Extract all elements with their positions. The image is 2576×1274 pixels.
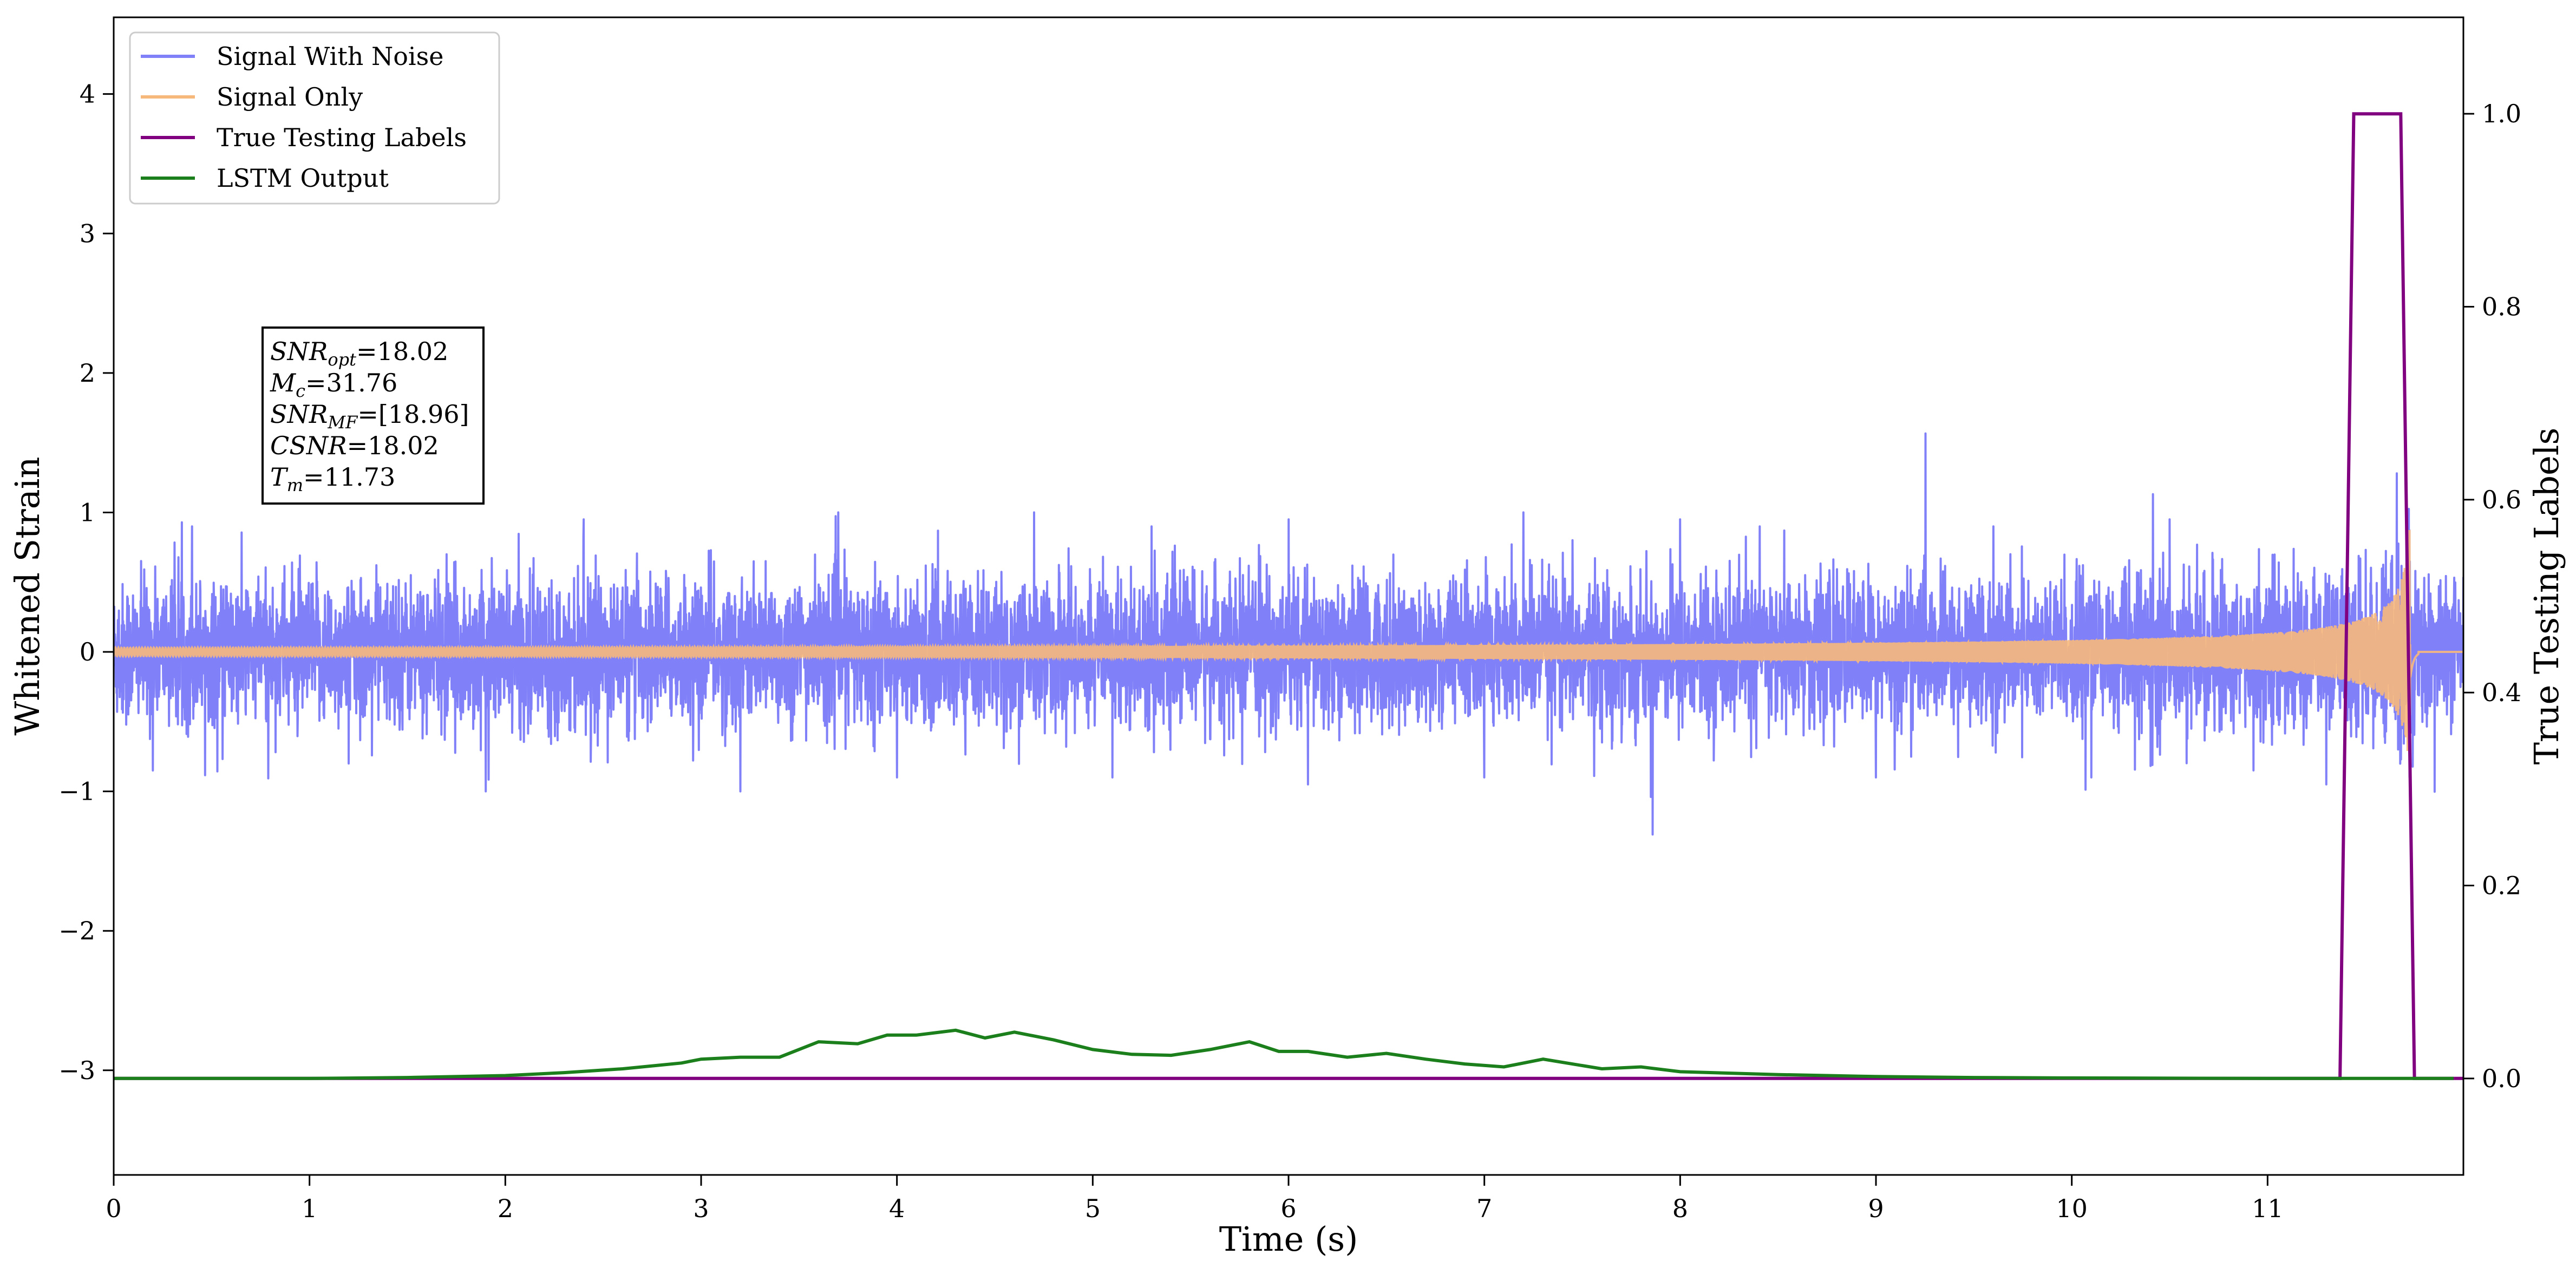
x-tick-label: 5 bbox=[1085, 1194, 1101, 1223]
annotation-line: CSNR=18.02 bbox=[270, 431, 439, 460]
x-axis: 0 1 2 3 4 5 6 7 8 9 10 11 bbox=[106, 1175, 2284, 1223]
annotation-line: Tm=11.73 bbox=[270, 462, 395, 495]
x-tick-label: 7 bbox=[1476, 1194, 1492, 1223]
x-tick-label: 2 bbox=[498, 1194, 513, 1223]
series-signal-only bbox=[114, 530, 2463, 751]
x-tick-label: 11 bbox=[2252, 1194, 2284, 1223]
y-tick-label: −3 bbox=[58, 1056, 95, 1085]
y-tick-label: 4 bbox=[80, 80, 95, 109]
y2-tick-label: 0.0 bbox=[2482, 1064, 2521, 1093]
y-tick-label: 2 bbox=[80, 358, 95, 388]
series-lstm-output bbox=[114, 1028, 2454, 1080]
plot-area bbox=[114, 112, 2463, 1080]
legend-entry: True Testing Labels bbox=[217, 123, 467, 152]
x-tick-label: 8 bbox=[1672, 1194, 1688, 1223]
y-tick-label: −2 bbox=[58, 916, 95, 945]
x-tick-label: 6 bbox=[1280, 1194, 1296, 1223]
y-tick-label: −1 bbox=[58, 777, 95, 806]
y2-tick-label: 0.6 bbox=[2482, 485, 2521, 514]
y-axis-right: 0.0 0.2 0.4 0.6 0.8 1.0 bbox=[2463, 99, 2521, 1093]
series-signal-with-noise bbox=[114, 432, 2463, 836]
y-axis-left: −3 −2 −1 0 1 2 3 4 bbox=[58, 80, 114, 1085]
x-tick-label: 1 bbox=[302, 1194, 317, 1223]
x-tick-label: 3 bbox=[693, 1194, 709, 1223]
x-tick-label: 0 bbox=[106, 1194, 121, 1223]
annotation-line: Mc=31.76 bbox=[270, 368, 397, 401]
y-axis-title: Whitened Strain bbox=[8, 457, 47, 736]
annotation-line: SNRMF=[18.96] bbox=[270, 400, 469, 433]
y2-tick-label: 0.4 bbox=[2482, 678, 2521, 707]
y-tick-label: 1 bbox=[80, 498, 95, 527]
y-tick-label: 0 bbox=[80, 637, 95, 667]
y-tick-label: 3 bbox=[80, 219, 95, 248]
legend: Signal With Noise Signal Only True Testing… bbox=[129, 31, 500, 205]
y2-tick-label: 0.2 bbox=[2482, 871, 2521, 900]
annotation-line: SNRopt=18.02 bbox=[270, 337, 448, 370]
y2-tick-label: 0.8 bbox=[2482, 292, 2521, 322]
x-tick-label: 9 bbox=[1868, 1194, 1884, 1223]
legend-entry: Signal With Noise bbox=[217, 42, 443, 71]
annotation-frame bbox=[261, 326, 485, 505]
legend-entry: Signal Only bbox=[217, 82, 363, 112]
annotation-box: SNRopt=18.02Mc=31.76SNRMF=[18.96]CSNR=18… bbox=[261, 326, 485, 505]
x-tick-label: 4 bbox=[889, 1194, 905, 1223]
y2-tick-label: 1.0 bbox=[2482, 99, 2521, 128]
x-tick-label: 10 bbox=[2056, 1194, 2088, 1223]
legend-frame bbox=[129, 31, 500, 205]
legend-entry: LSTM Output bbox=[217, 164, 389, 193]
x-axis-title: Time (s) bbox=[1219, 1219, 1358, 1259]
y2-axis-title: True Testing Labels bbox=[2527, 428, 2566, 765]
